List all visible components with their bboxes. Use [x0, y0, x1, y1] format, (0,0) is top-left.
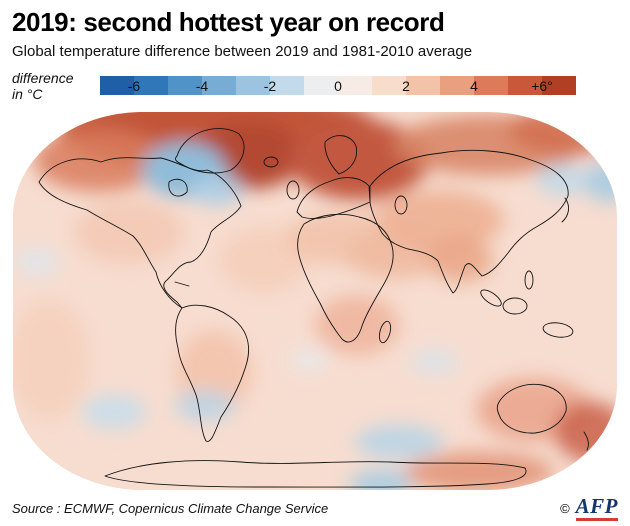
footer: Source : ECMWF, Copernicus Climate Chang… — [0, 492, 630, 521]
legend-color-segment — [440, 76, 474, 96]
anomaly-layer — [13, 111, 617, 490]
legend-color-segment — [270, 76, 304, 96]
legend-tick-label: -6 — [127, 77, 141, 94]
legend-color-segment — [202, 76, 236, 96]
legend-color-segment — [338, 76, 372, 96]
map-container — [0, 102, 630, 492]
legend-tick-label: 4 — [470, 77, 478, 94]
world-map — [13, 111, 617, 490]
legend-color-segment — [100, 76, 134, 96]
legend-color-segment — [542, 76, 576, 96]
legend-colorbar: -6 -4 -2 0 2 4 +6° — [100, 76, 576, 96]
legend-color-segment — [236, 76, 270, 96]
afp-logo: AFP — [575, 495, 618, 521]
source-credit: Source : ECMWF, Copernicus Climate Chang… — [12, 500, 329, 516]
coastline-layer — [38, 127, 589, 488]
legend-color-segment — [372, 76, 406, 96]
legend-color-segment — [134, 76, 168, 96]
legend-color-segment — [508, 76, 542, 96]
legend-label-line1: difference — [12, 69, 74, 86]
legend-color-segment — [474, 76, 508, 96]
copyright-symbol: © — [560, 500, 570, 516]
legend: difference in °C -6 -4 -2 0 2 4 +6° — [0, 60, 630, 102]
legend-label-line2: in °C — [12, 85, 43, 102]
header: 2019: second hottest year on record Glob… — [0, 0, 630, 60]
legend-tick-label: +6° — [531, 77, 553, 94]
page-title: 2019: second hottest year on record — [12, 7, 445, 37]
legend-tick-label: 2 — [402, 77, 410, 94]
legend-label: difference in °C — [12, 70, 100, 102]
legend-tick-label: -2 — [263, 77, 277, 94]
page-subtitle: Global temperature difference between 20… — [12, 42, 473, 60]
afp-credit: © AFP — [560, 495, 618, 521]
legend-color-segment — [168, 76, 202, 96]
legend-tick-label: 0 — [334, 77, 342, 94]
legend-tick-label: -4 — [195, 77, 209, 94]
legend-color-segment — [406, 76, 440, 96]
legend-color-segment — [304, 76, 338, 96]
